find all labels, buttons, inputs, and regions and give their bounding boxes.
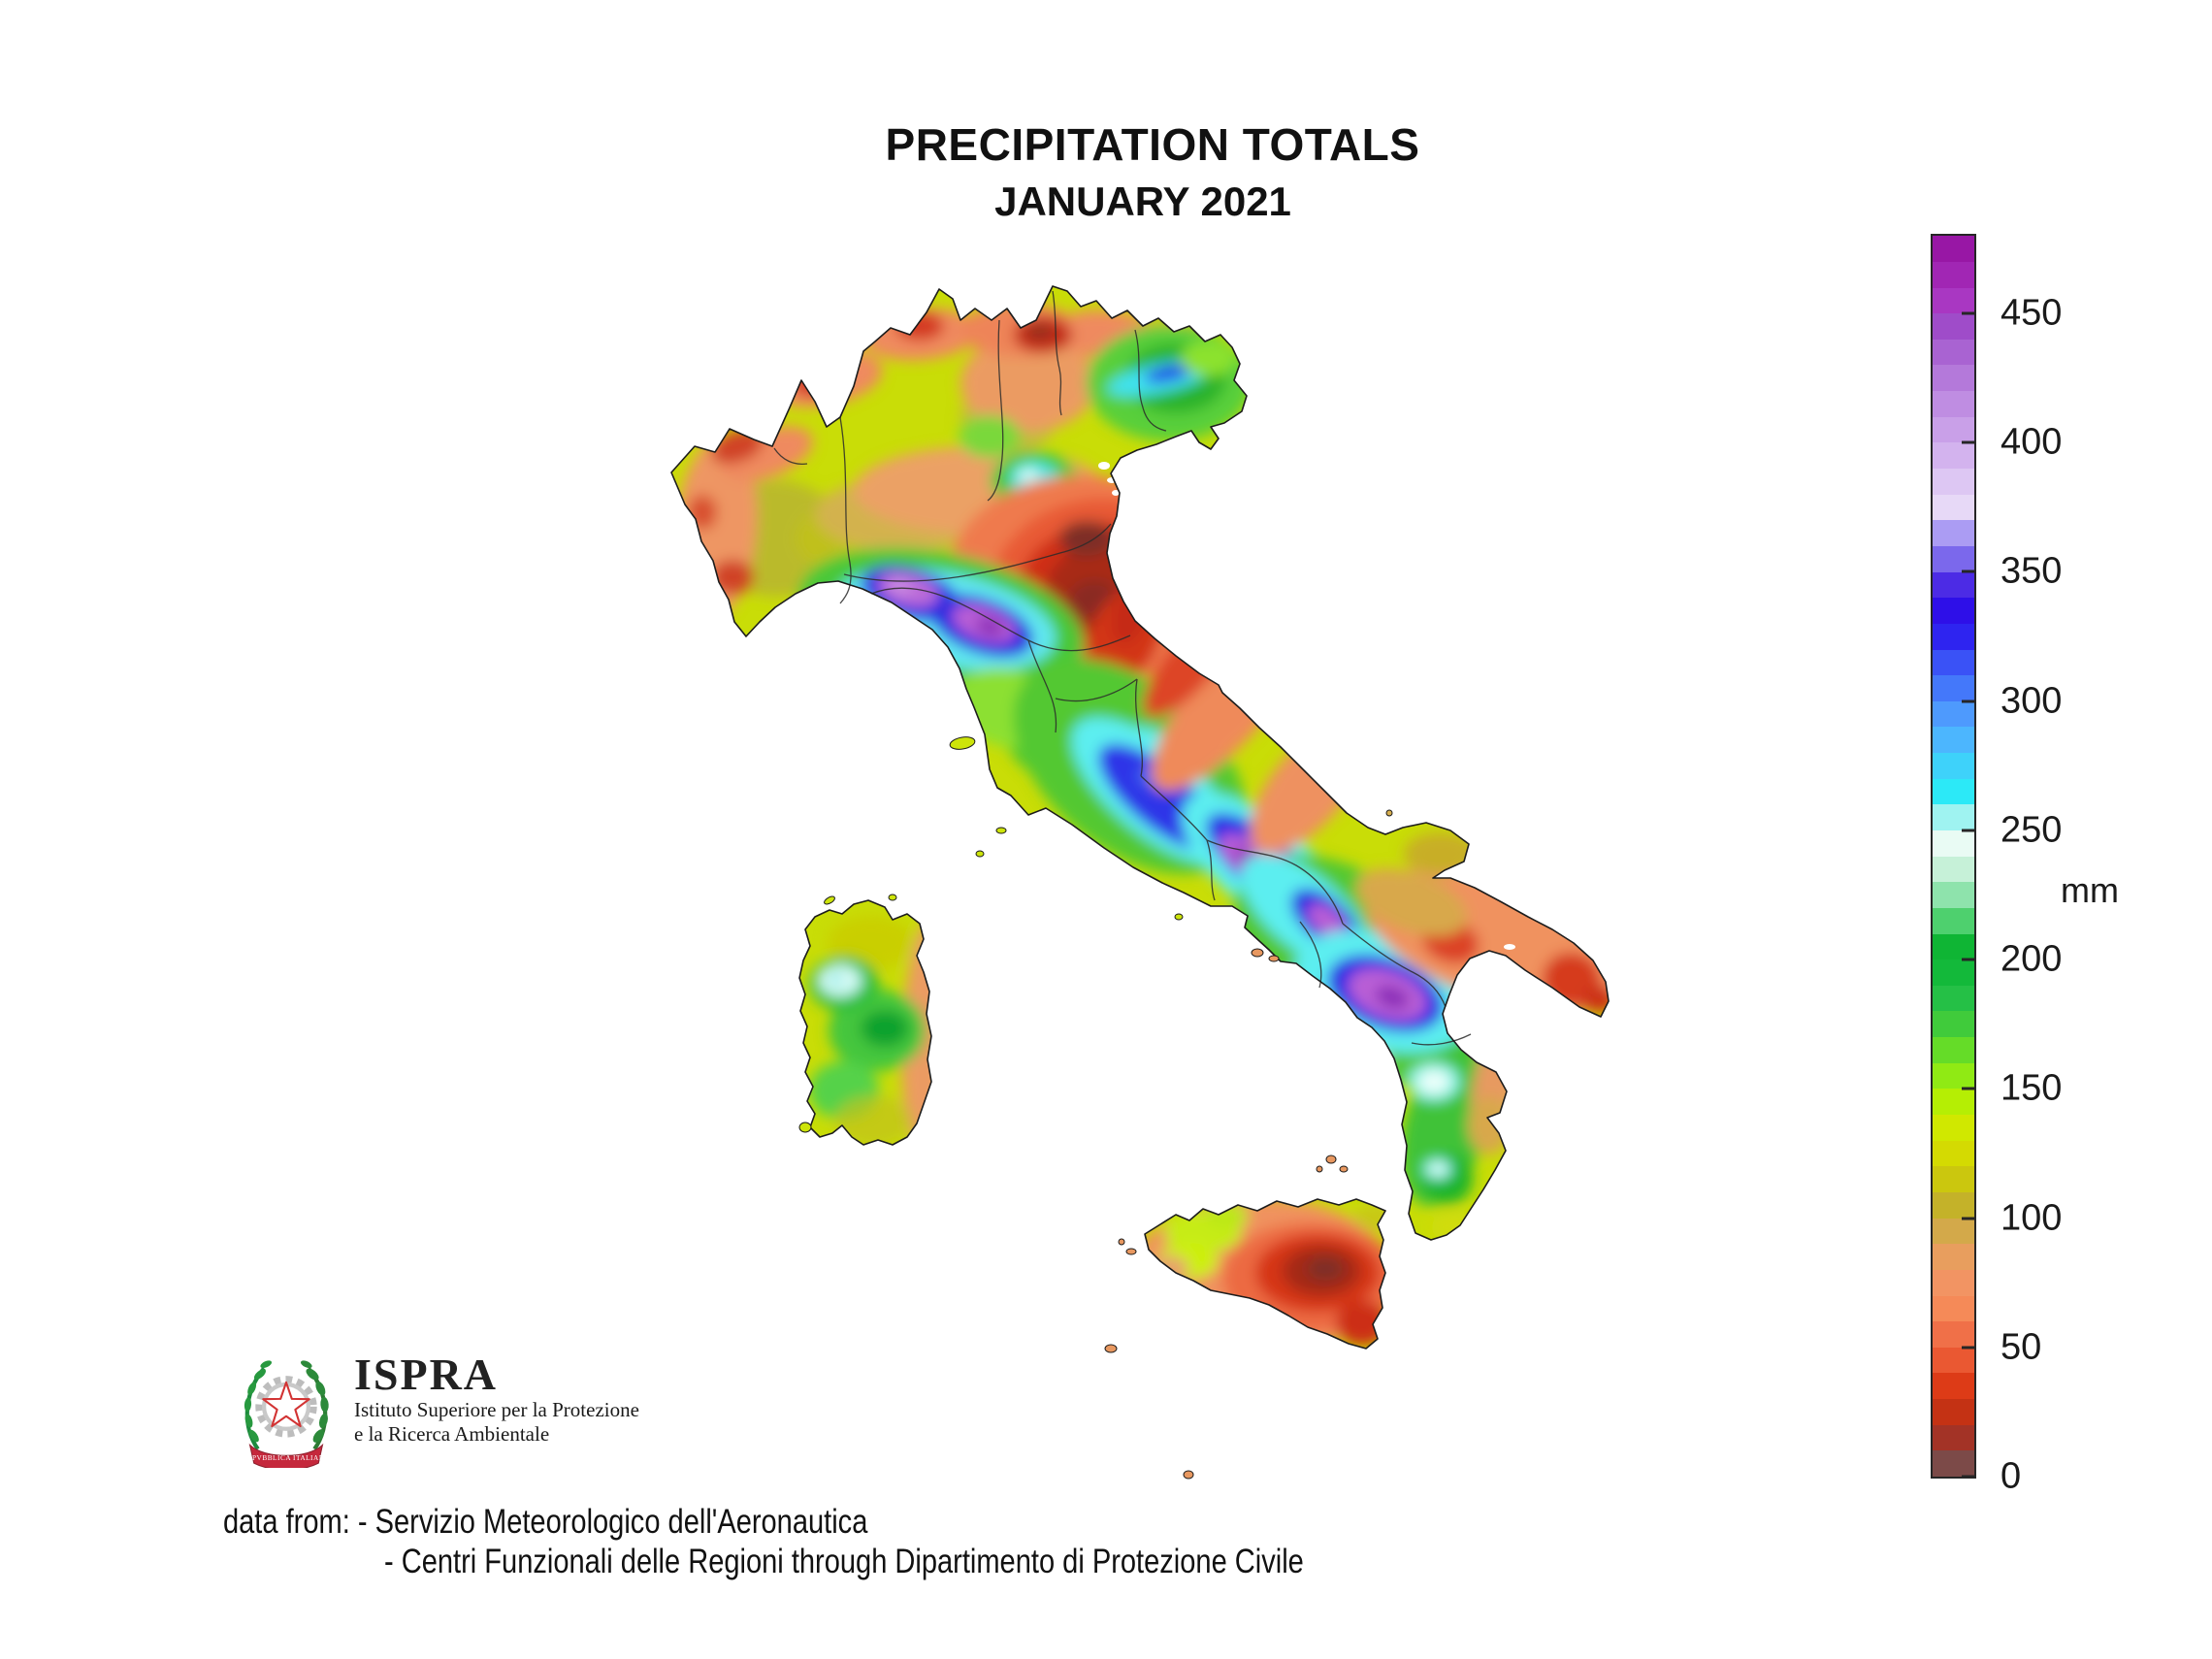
precipitation-field: [671, 286, 1609, 1349]
sicily-shape: [1144, 1198, 1386, 1350]
colorbar-tick-mark: [1962, 829, 1974, 832]
colorbar-tick-label: 100: [2001, 1197, 2063, 1239]
no-data-specks: [1098, 462, 1515, 950]
colorbar-tick-mark: [1962, 958, 1974, 961]
logo-tagline-2: e la Ricerca Ambientale: [354, 1422, 550, 1446]
colorbar-tick-mark: [1962, 1087, 1974, 1090]
sardinia-shape: [798, 899, 932, 1146]
data-source-label: data from:: [223, 1503, 350, 1541]
colorbar-tick-mark: [1962, 1217, 1974, 1220]
colorbar-tick-label: 400: [2001, 421, 2063, 463]
small-islands: [798, 736, 1393, 1480]
colorbar-tick-label: 250: [2001, 809, 2063, 851]
logo-name: ISPRA: [354, 1350, 499, 1399]
colorbar-tick-label: 50: [2001, 1326, 2042, 1368]
colorbar-tick-label: 350: [2001, 550, 2063, 592]
region-borders: [773, 290, 1472, 1046]
colorbar-tick-label: 450: [2001, 292, 2063, 334]
mainland-shape: [670, 285, 1610, 1241]
colorbar-tick-mark: [1962, 1475, 1974, 1479]
ispra-logo: REPVBBLICA ITALIANA ISPRA Istituto Super…: [236, 1351, 639, 1468]
italian-republic-emblem-icon: REPVBBLICA ITALIANA: [243, 1360, 331, 1468]
colorbar-tick-mark: [1962, 699, 1974, 703]
logo-tagline-1: Istituto Superiore per la Protezione: [354, 1398, 639, 1421]
colorbar-unit-label: mm: [2061, 870, 2119, 910]
page-subtitle: JANUARY 2021: [994, 179, 1291, 224]
colorbar-gradient: [1933, 236, 1974, 1477]
data-source: data from: - Servizio Meteorologico dell…: [223, 1502, 1304, 1581]
colorbar-tick-label: 300: [2001, 680, 2063, 722]
colorbar-tick-mark: [1962, 311, 1974, 315]
colorbar: 450 400 350 300 250 200 150 100 50 0: [1931, 234, 2062, 1497]
data-source-line-1: data from: - Servizio Meteorologico dell…: [223, 1502, 1304, 1542]
data-source-item-1: - Servizio Meteorologico dell'Aeronautic…: [357, 1503, 868, 1541]
colorbar-tick-mark: [1962, 1346, 1974, 1350]
data-source-item-2: - Centri Funzionali delle Regioni throug…: [384, 1543, 1304, 1580]
colorbar-tick-label: 150: [2001, 1067, 2063, 1109]
italy-precipitation-map: [670, 285, 1610, 1480]
emblem-ribbon-text: REPVBBLICA ITALIANA: [243, 1454, 331, 1462]
colorbar-tick-mark: [1962, 440, 1974, 444]
colorbar-tick-mark: [1962, 569, 1974, 573]
colorbar-tick-label: 200: [2001, 938, 2063, 980]
page-title: PRECIPITATION TOTALS: [885, 119, 1420, 170]
colorbar-tick-label: 0: [2001, 1455, 2022, 1497]
